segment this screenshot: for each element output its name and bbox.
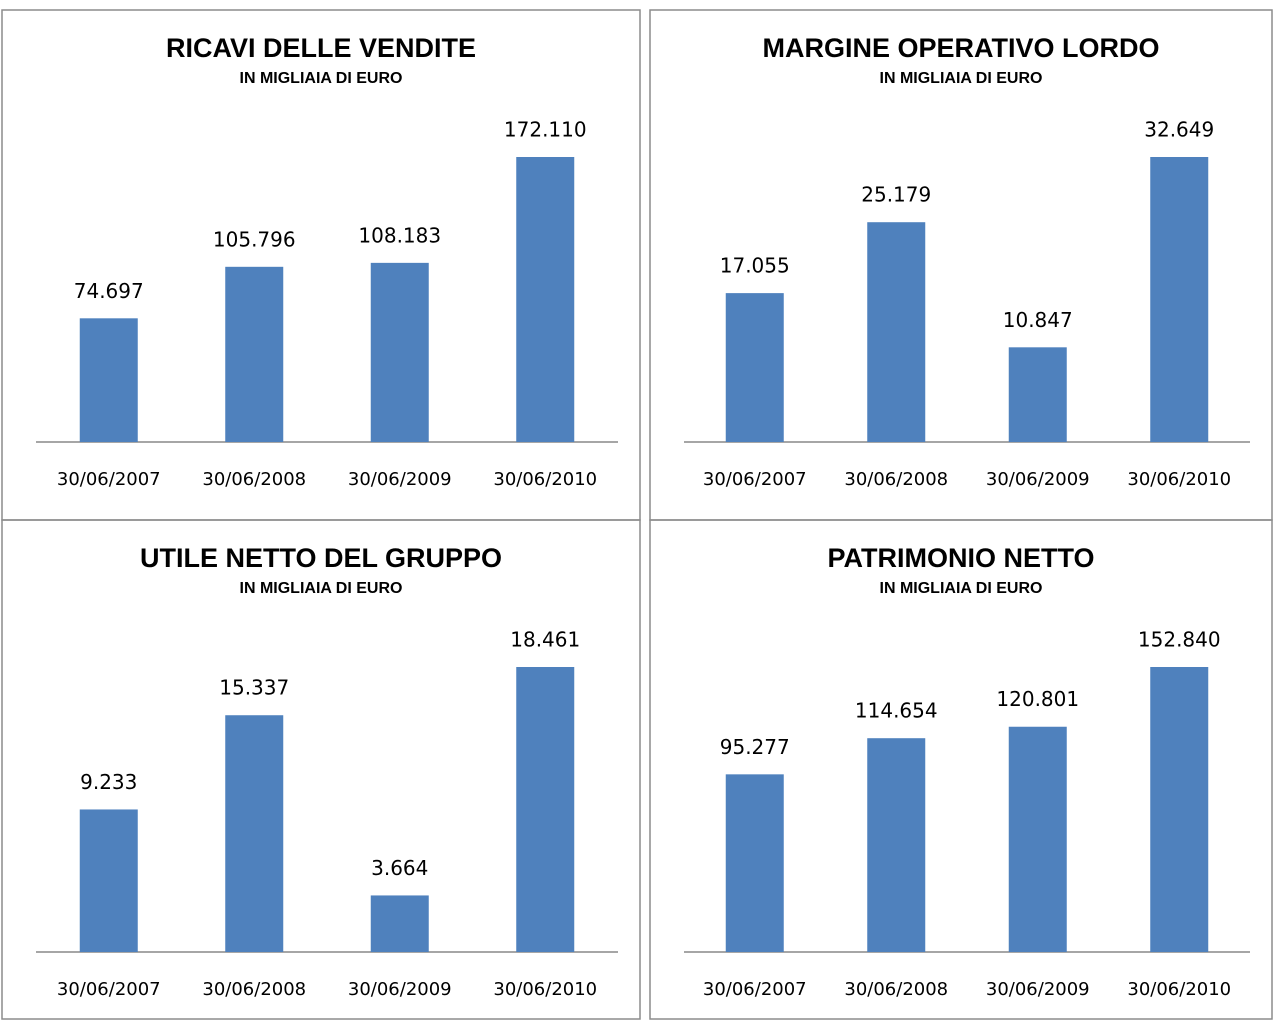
x-tick-label: 30/06/2010 (493, 469, 597, 490)
chart-subtitle: IN MIGLIAIA DI EURO (240, 580, 403, 597)
data-label: 74.697 (74, 279, 144, 303)
chart-subtitle: IN MIGLIAIA DI EURO (880, 70, 1043, 87)
data-label: 9.233 (80, 770, 137, 794)
data-label: 3.664 (371, 856, 428, 880)
bar (867, 738, 926, 952)
x-tick-label: 30/06/2009 (986, 979, 1090, 1000)
x-tick-label: 30/06/2007 (57, 979, 161, 1000)
data-label: 17.055 (720, 254, 790, 278)
bar (225, 715, 284, 952)
bar (516, 667, 575, 952)
panel (649, 519, 1273, 1020)
data-label: 152.840 (1138, 628, 1221, 652)
x-tick-label: 30/06/2009 (348, 469, 452, 490)
chart-title: MARGINE OPERATIVO LORDO (762, 33, 1159, 63)
bar (867, 222, 926, 442)
data-label: 18.461 (510, 628, 580, 652)
x-tick-label: 30/06/2008 (202, 469, 306, 490)
data-label: 172.110 (504, 118, 587, 142)
bar (225, 266, 284, 442)
panel (1, 519, 641, 1020)
x-tick-label: 30/06/2009 (986, 469, 1090, 490)
bar (725, 774, 784, 952)
x-tick-label: 30/06/2009 (348, 979, 452, 1000)
bar (370, 895, 429, 952)
x-tick-label: 30/06/2007 (57, 469, 161, 490)
x-tick-label: 30/06/2010 (1127, 469, 1231, 490)
bar (725, 293, 784, 442)
chart-subtitle: IN MIGLIAIA DI EURO (240, 70, 403, 87)
bar (1008, 347, 1067, 442)
x-tick-label: 30/06/2008 (844, 979, 948, 1000)
x-tick-label: 30/06/2007 (703, 469, 807, 490)
bar (1150, 157, 1209, 442)
x-tick-label: 30/06/2007 (703, 979, 807, 1000)
data-label: 25.179 (861, 183, 931, 207)
x-tick-label: 30/06/2010 (1127, 979, 1231, 1000)
chart-title: PATRIMONIO NETTO (828, 543, 1095, 573)
data-label: 10.847 (1003, 308, 1073, 332)
bar (516, 157, 575, 442)
bar (1150, 667, 1209, 952)
data-label: 114.654 (855, 699, 938, 723)
x-tick-label: 30/06/2010 (493, 979, 597, 1000)
data-label: 108.183 (358, 223, 441, 247)
x-tick-label: 30/06/2008 (202, 979, 306, 1000)
x-tick-label: 30/06/2008 (844, 469, 948, 490)
data-label: 105.796 (213, 227, 296, 251)
data-label: 32.649 (1144, 118, 1214, 142)
chart-title: UTILE NETTO DEL GRUPPO (140, 543, 502, 573)
chart-subtitle: IN MIGLIAIA DI EURO (880, 580, 1043, 597)
bar (1008, 726, 1067, 952)
bar (370, 262, 429, 442)
bar (79, 809, 138, 952)
chart-title: RICAVI DELLE VENDITE (166, 33, 476, 63)
data-label: 15.337 (219, 676, 289, 700)
bar (79, 318, 138, 442)
data-label: 120.801 (996, 687, 1079, 711)
data-label: 95.277 (720, 735, 790, 759)
